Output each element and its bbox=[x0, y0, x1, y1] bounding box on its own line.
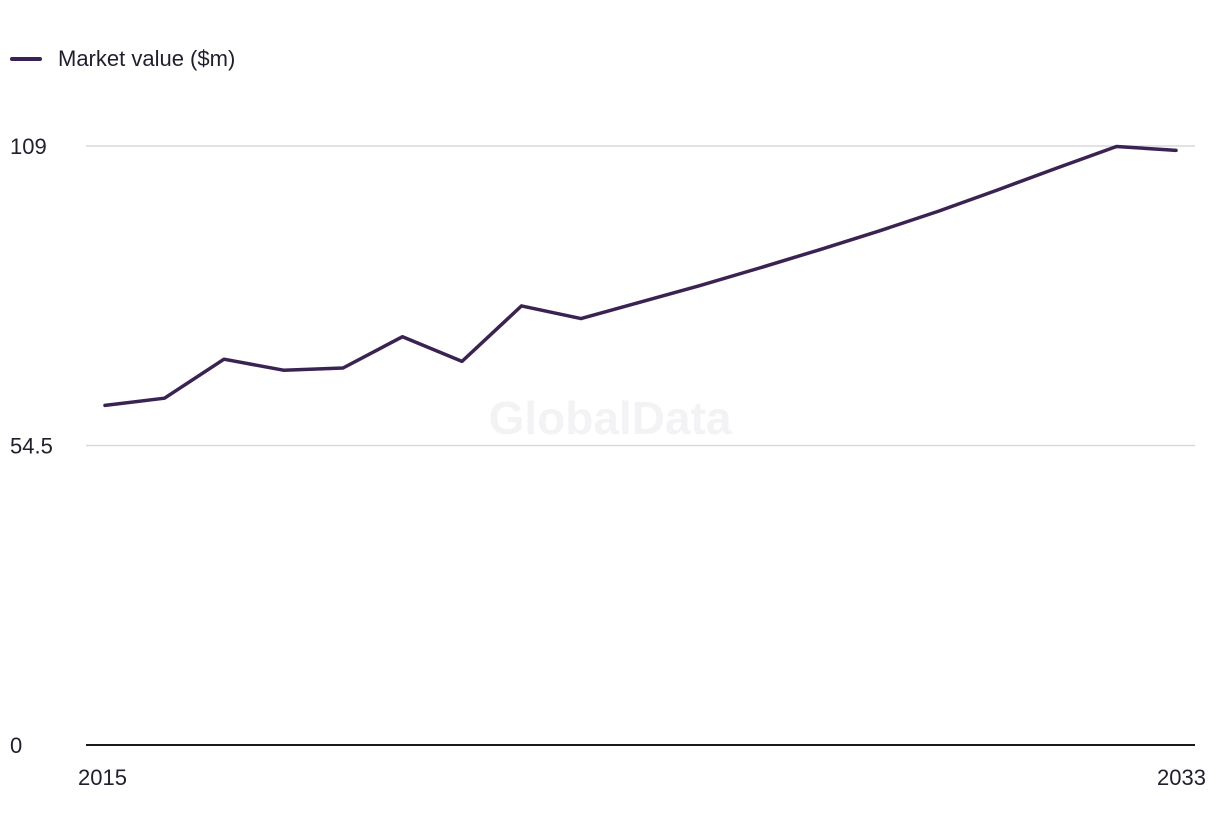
watermark-text: GlobalData bbox=[489, 392, 732, 444]
x-tick-label: 2015 bbox=[78, 765, 127, 790]
legend: Market value ($m) bbox=[10, 46, 235, 72]
y-tick-label: 0 bbox=[10, 733, 22, 758]
legend-swatch bbox=[10, 57, 42, 61]
x-axis-ticks: 2015 2033 bbox=[78, 765, 1206, 790]
grid-layer bbox=[86, 145, 1195, 746]
legend-label: Market value ($m) bbox=[58, 46, 236, 71]
y-axis-ticks: 0 54.5 109 bbox=[10, 134, 53, 758]
series-layer bbox=[103, 144, 1178, 408]
y-tick-label: 54.5 bbox=[10, 434, 53, 459]
y-tick-label: 109 bbox=[10, 134, 47, 159]
x-tick-label: 2033 bbox=[1157, 765, 1206, 790]
series-line bbox=[103, 144, 1178, 408]
